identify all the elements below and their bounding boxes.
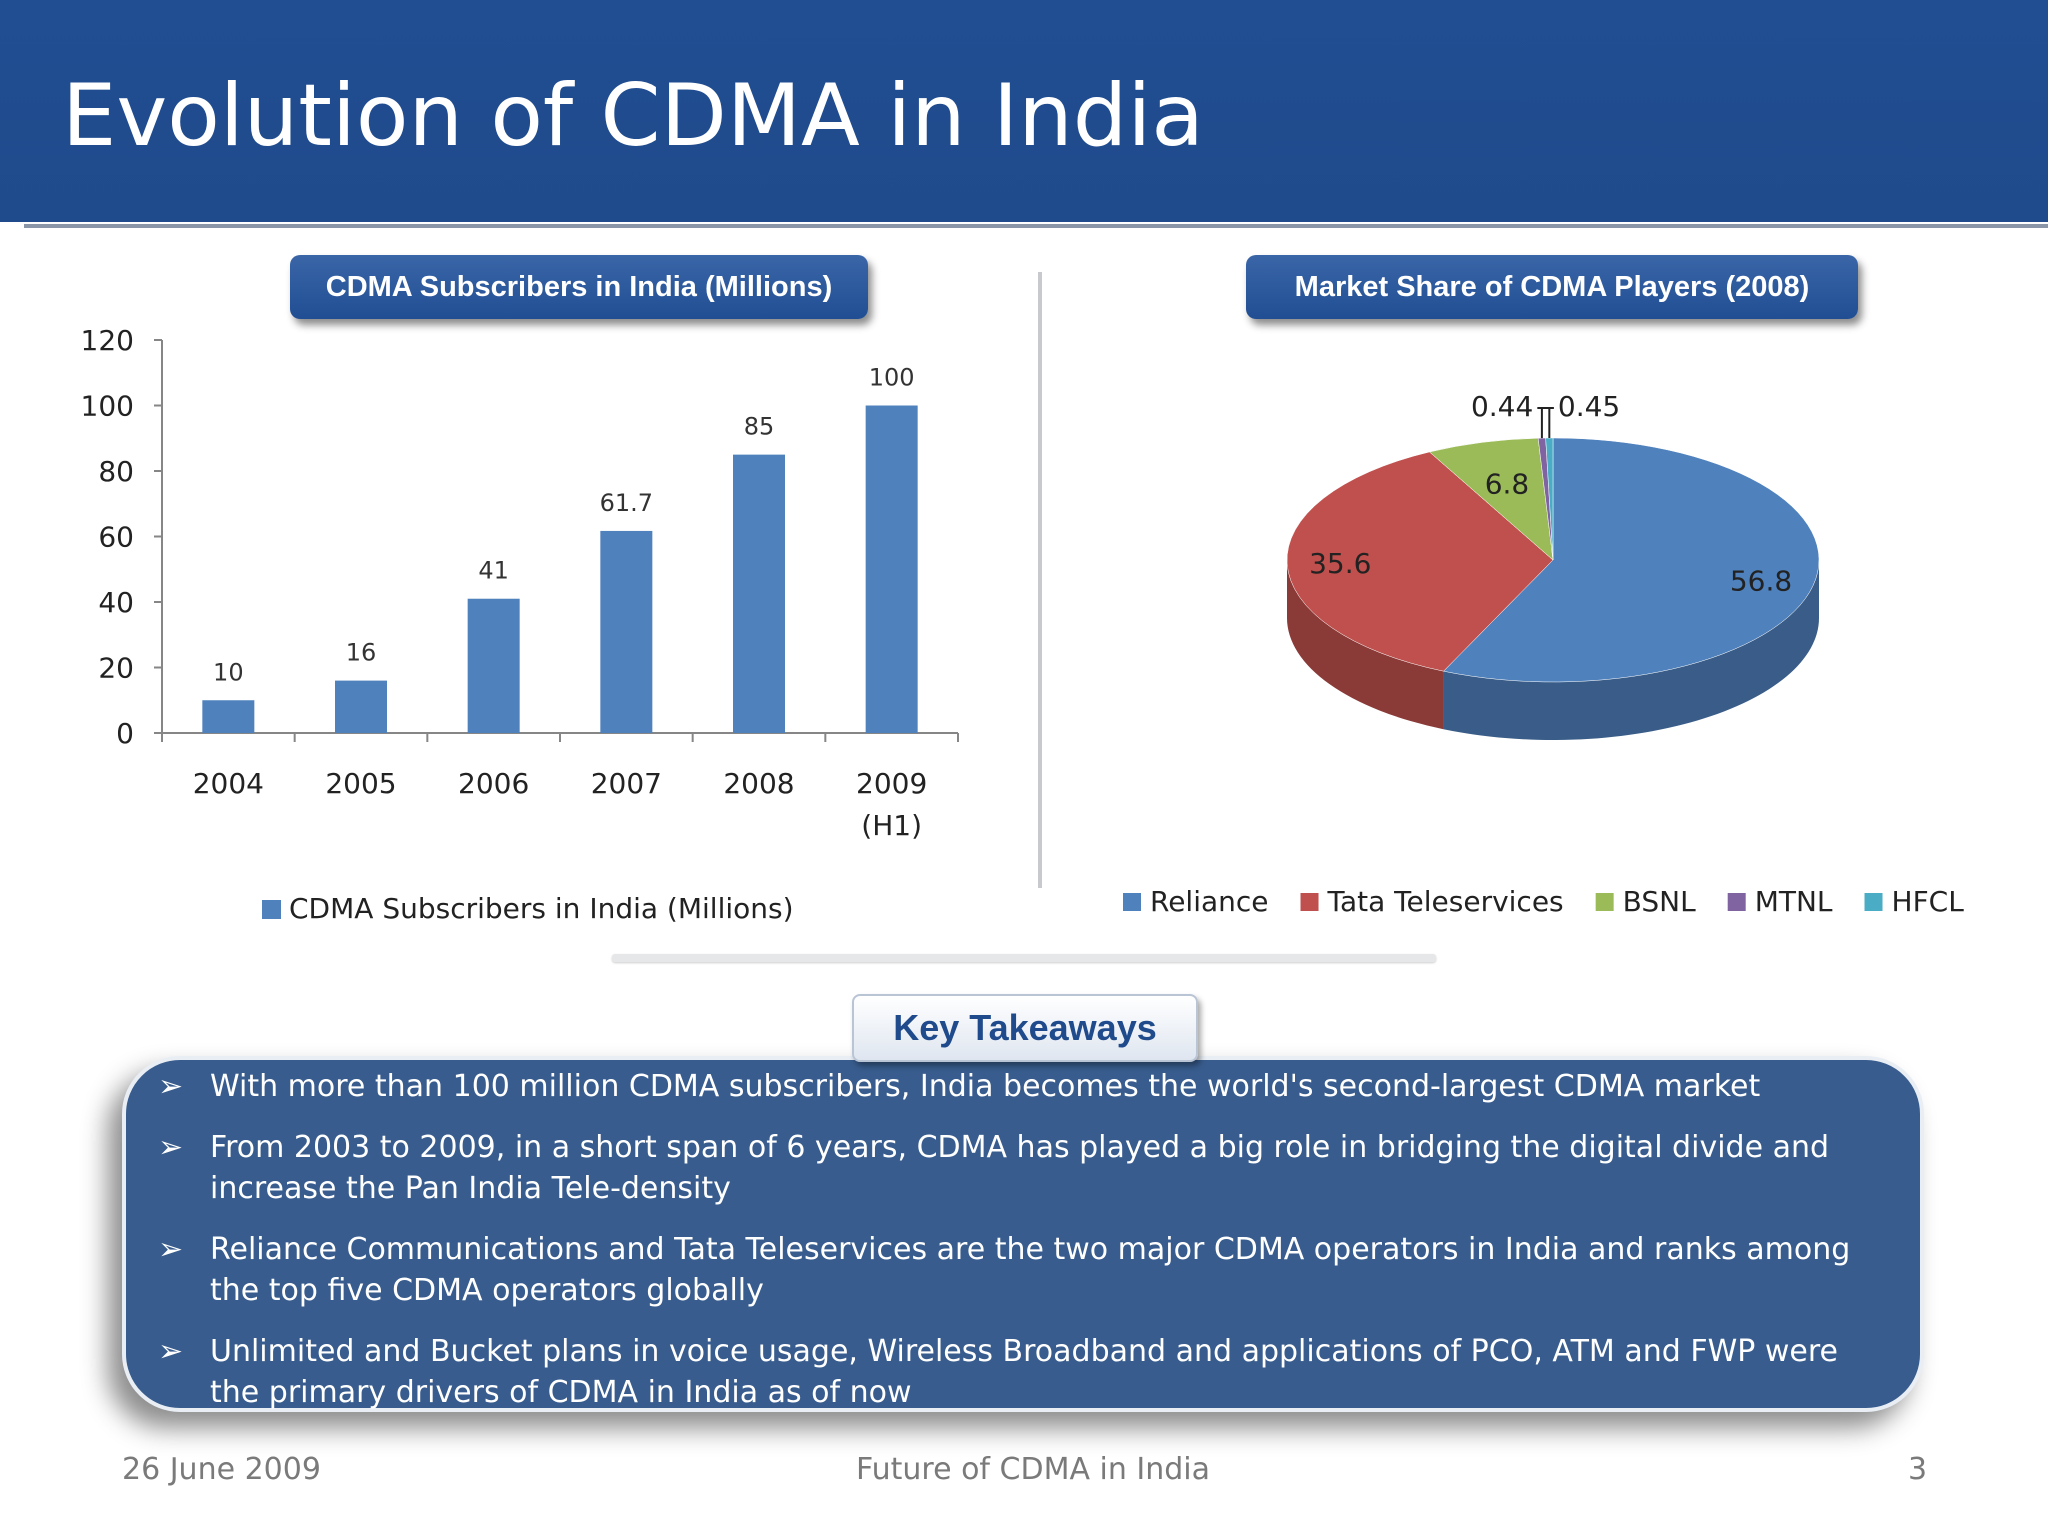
pie-slice [1428,437,1554,561]
arrowhead-bullet-icon: ➢ [158,1069,184,1104]
pie-leader-line [1540,407,1554,439]
pie-slice [1545,437,1554,561]
footer-title: Future of CDMA in India [856,1452,1211,1487]
legend-swatch [1123,893,1141,911]
legend-label: MTNL [1755,885,1833,918]
bar-value-label: 61.7 [600,489,653,517]
takeaway-item: ➢ From 2003 to 2009, in a short span of 6… [122,1127,1882,1209]
legend-swatch [1300,893,1319,911]
legend-swatch [1595,893,1614,911]
page-number: 3 [1908,1452,1928,1487]
takeaways-list: ➢ With more than 100 million CDMA subscri… [122,1066,1882,1433]
bar-value-label: 85 [744,413,775,441]
legend-label: Reliance [1150,885,1269,918]
pie-chart-header: Market Share of CDMA Players (2008) [1246,255,1858,319]
legend-label: Tata Teleservices [1327,885,1564,918]
arrowhead-bullet-icon: ➢ [158,1130,184,1165]
takeaway-item: ➢ Unlimited and Bucket plans in voice usa… [122,1331,1882,1413]
horizontal-divider [612,954,1436,962]
bar-value-label: 10 [213,658,244,686]
legend-swatch [262,900,281,919]
x-tick-label: 2004 [193,767,264,800]
y-tick-label: 100 [81,390,134,423]
legend-label: BSNL [1623,885,1696,918]
bar-value-label: 16 [346,639,377,667]
takeaway-item: ➢ Reliance Communications and Tata Telese… [122,1229,1882,1311]
legend-label: HFCL [1892,885,1965,918]
x-tick-label: 2006 [458,767,529,800]
bar [202,700,255,733]
x-tick-label: (H1) [861,809,922,842]
title-bar [0,0,2048,222]
takeaway-item: ➢ With more than 100 million CDMA subscri… [122,1066,1882,1107]
bar-value-label: 41 [478,557,509,585]
bar [467,598,520,733]
takeaway-text: With more than 100 million CDMA subscrib… [210,1069,1761,1104]
takeaway-text: Reliance Communications and Tata Teleser… [210,1232,1851,1308]
takeaways-heading: Key Takeaways [852,994,1198,1062]
pie-chart: 56.8 35.6 6.8 0.45 0.44 Reliance Tata Teleserv… [1123,390,1965,918]
y-tick-label: 20 [98,652,134,685]
bar [733,454,785,733]
footer-date: 26 June 2009 [122,1452,321,1487]
pie-slice [1286,451,1554,672]
legend-label: CDMA Subscribers in India (Millions) [289,892,794,925]
pie-value-label: 35.6 [1309,547,1371,580]
legend-swatch [1727,893,1746,911]
bar [335,680,387,733]
arrowhead-bullet-icon: ➢ [158,1334,184,1369]
x-tick-label: 2007 [591,767,662,800]
pie-side [1287,560,1444,730]
vertical-divider [1038,272,1042,888]
y-tick-label: 0 [116,717,134,750]
bar [600,530,653,733]
bar-chart-header: CDMA Subscribers in India (Millions) [290,255,868,319]
pie-value-label: 0.44 [1471,390,1533,423]
pie-slice [1443,437,1820,683]
x-tick-label: 2008 [723,767,794,800]
pie-leader-line [1537,407,1551,439]
pie-value-label: 6.8 [1485,468,1530,501]
y-tick-label: 60 [98,521,134,554]
y-tick-label: 40 [98,586,134,619]
bar-chart: 0 20 40 60 80 100 120 10 2004 16 2005 41 2006 61.7 200… [81,324,959,925]
bar-value-label: 100 [869,364,915,392]
takeaway-text: From 2003 to 2009, in a short span of 6 … [210,1130,1830,1206]
pie-value-label: 0.45 [1558,390,1620,423]
legend-swatch [1864,893,1883,911]
pie-side [1443,560,1819,740]
x-tick-label: 2005 [325,767,396,800]
x-tick-label: 2009 [856,767,927,800]
y-tick-label: 80 [98,455,134,488]
title-underline [24,224,2048,228]
bar [865,405,918,733]
slide-title: Evolution of CDMA in India [62,66,1204,166]
takeaway-text: Unlimited and Bucket plans in voice usag… [210,1334,1838,1410]
pie-value-label: 56.8 [1730,565,1792,598]
y-tick-label: 120 [81,324,134,357]
arrowhead-bullet-icon: ➢ [158,1232,184,1267]
